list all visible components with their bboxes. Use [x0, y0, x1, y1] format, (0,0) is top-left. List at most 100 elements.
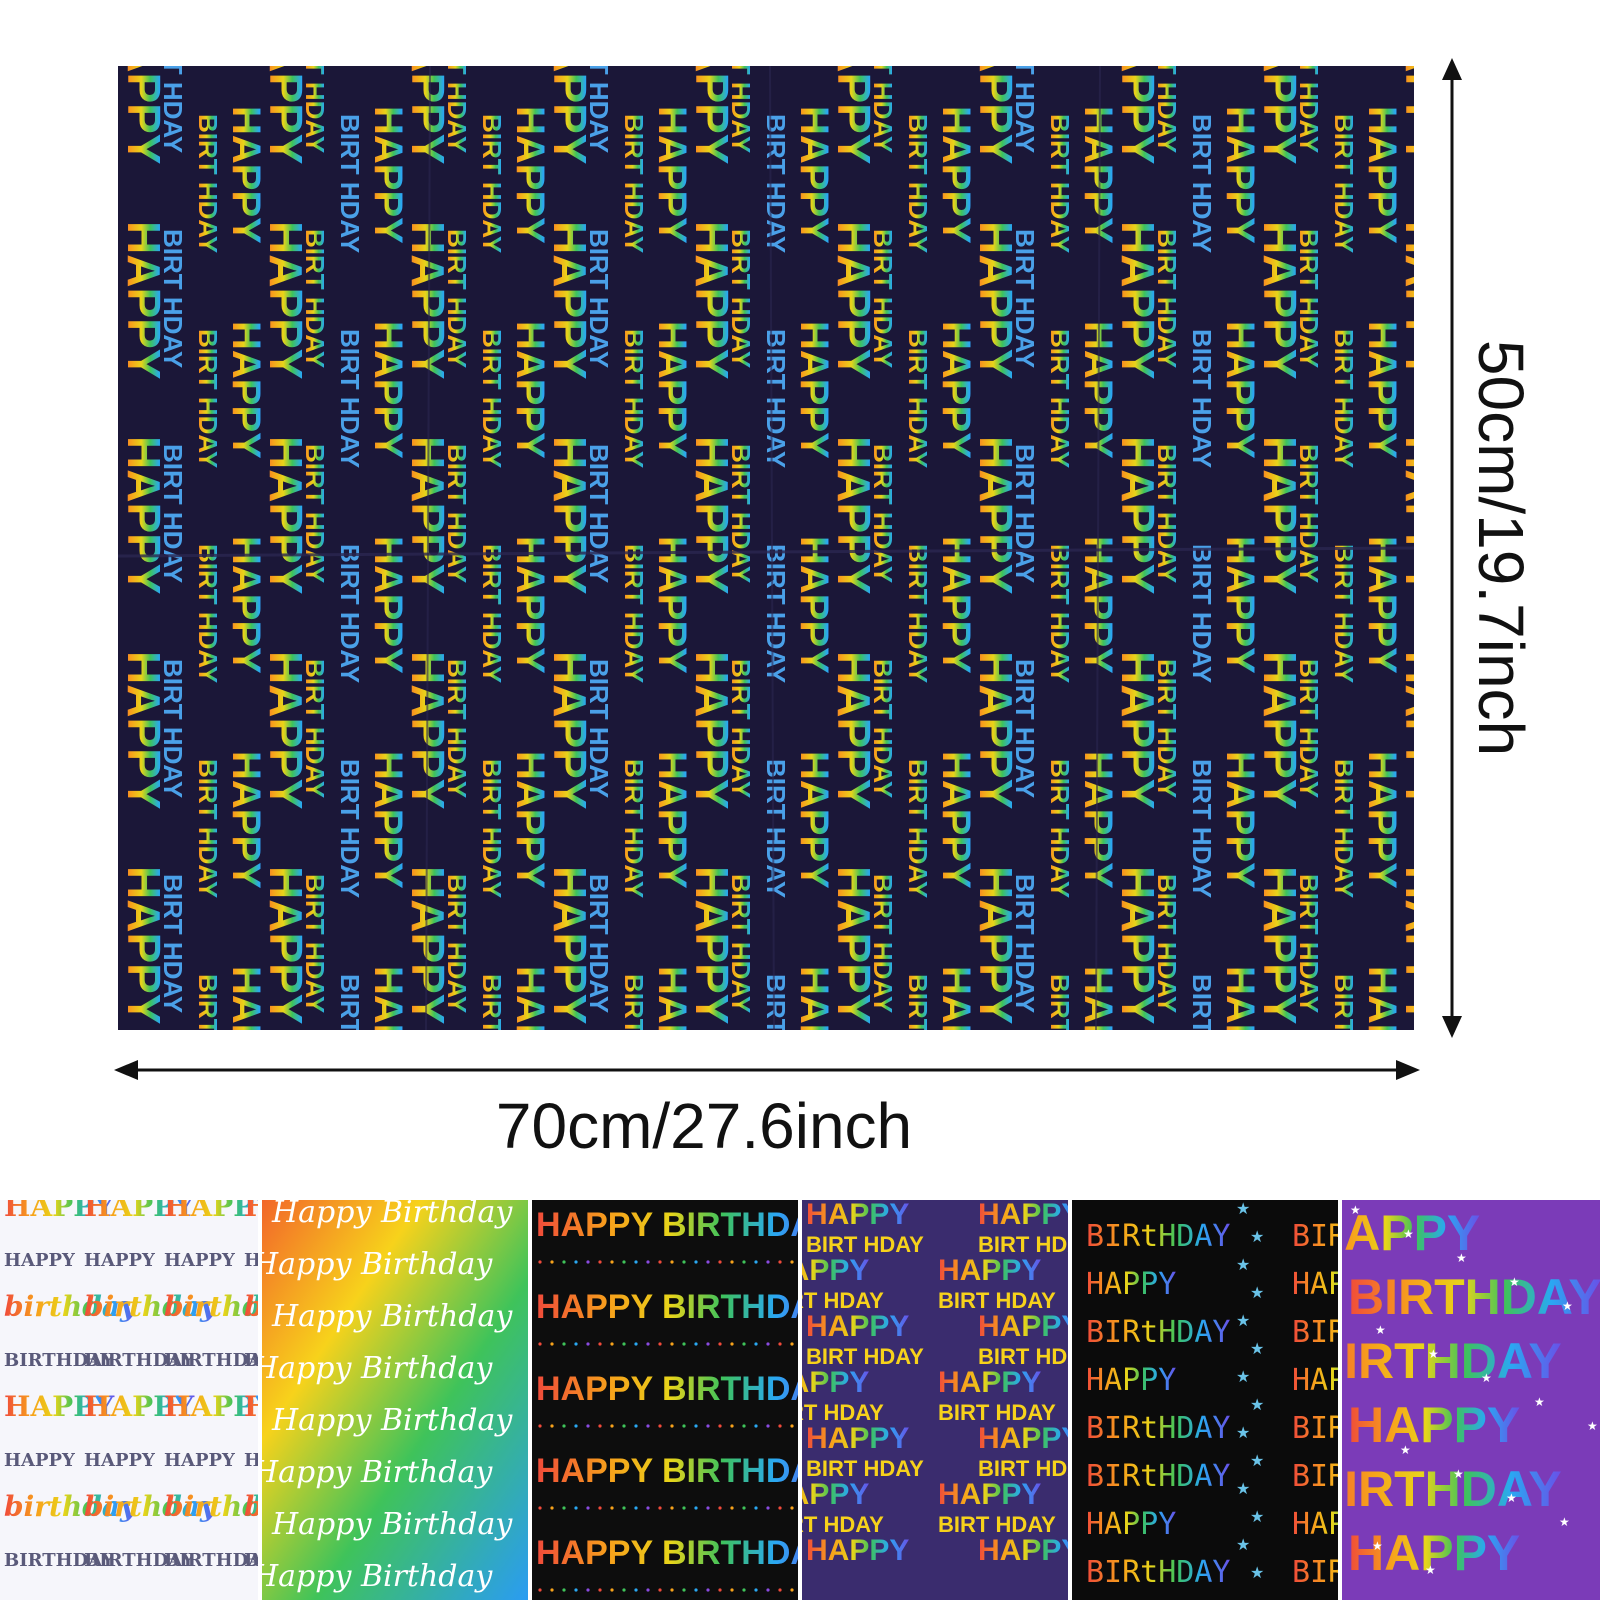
pattern-text: BIRT HDAY — [761, 329, 791, 468]
pattern-text: BIRT HDAY — [1294, 229, 1324, 368]
pattern-text: BIRT HDAY — [766, 1512, 884, 1537]
pattern-text: HAPPY — [224, 106, 268, 244]
pattern-text: BIRT HDAY — [1010, 14, 1040, 153]
pattern-text: HAPPY — [650, 966, 694, 1104]
dot-decoration — [586, 1342, 590, 1346]
pattern-text: HAPPY — [938, 1366, 1041, 1399]
pattern-text: Happy Birthday — [271, 1507, 513, 1542]
pattern-text: BIRtHDAY — [1292, 1219, 1437, 1254]
star-icon: ★ — [1400, 1443, 1411, 1457]
pattern-text: HAPPY — [508, 536, 552, 674]
pattern-text: BIRT HDAY — [1152, 874, 1182, 1013]
pattern-text: HAPPY — [1218, 536, 1262, 674]
pattern-text: HAPPY — [806, 1198, 909, 1231]
dot-decoration — [730, 1260, 734, 1264]
pattern-text: BIRT HDAY — [619, 114, 649, 253]
dot-decoration — [706, 1260, 710, 1264]
dot-decoration — [718, 1260, 722, 1264]
pattern-text: HAPPY — [4, 1190, 115, 1223]
star-icon: ★ — [1372, 1539, 1383, 1553]
pattern-text: HAPPY BIRTHDAY — [536, 1370, 835, 1408]
dot-decoration — [706, 1588, 710, 1592]
dot-decoration — [730, 1424, 734, 1428]
pattern-text: BIRT HDAY — [766, 1288, 884, 1313]
pattern-text: HAPPY — [508, 321, 552, 459]
dot-decoration — [706, 1424, 710, 1428]
pattern-text: Happy Birthday — [271, 1195, 513, 1230]
pattern-text: BIRT HDAY — [477, 329, 507, 468]
pattern-text: HAPPY — [978, 1534, 1081, 1567]
pattern-text: HAPPY — [766, 1366, 869, 1399]
dot-decoration — [742, 1342, 746, 1346]
pattern-text: BIRT HDAY — [903, 329, 933, 468]
pattern-text: HAPPY — [1112, 6, 1164, 164]
star-icon: ★ — [1534, 1395, 1545, 1409]
star-icon: ★ — [1587, 1419, 1598, 1433]
pattern-text: HAPPY — [828, 651, 880, 809]
dot-decoration — [694, 1260, 698, 1264]
pattern-text: BIRT HDAY — [1329, 329, 1359, 468]
pattern-text: HAPPY — [1218, 0, 1262, 29]
dot-decoration — [610, 1260, 614, 1264]
pattern-text: birthday — [244, 1290, 378, 1323]
dot-decoration — [538, 1424, 542, 1428]
dot-decoration — [538, 1260, 542, 1264]
width-label: 70cm/27.6inch — [496, 1090, 912, 1162]
dot-decoration — [598, 1260, 602, 1264]
pattern-text: HAPPY — [4, 1250, 76, 1271]
dot-decoration — [670, 1342, 674, 1346]
pattern-text: HAPPY — [366, 536, 410, 674]
pattern-text: BIRT HDAY — [1329, 544, 1359, 683]
star-icon: ★ — [1562, 1299, 1573, 1313]
star-icon: ★ — [1236, 1201, 1250, 1218]
pattern-text: BIRT HDAY — [619, 544, 649, 683]
pattern-text: HAPPY — [1254, 651, 1306, 809]
pattern-text: BIRtHDAY — [1292, 1411, 1437, 1446]
pattern-text: BIRT HDAY — [335, 974, 365, 1113]
pattern-text: BIRT HDAY — [868, 444, 898, 583]
dot-decoration — [682, 1588, 686, 1592]
pattern-text: HAPPY — [934, 0, 978, 29]
pattern-text: HAPPY BIRTHDAY — [536, 1288, 835, 1326]
pattern-text: HAPPY — [828, 436, 880, 594]
pattern-text: BIRTHDAY — [4, 1550, 115, 1571]
pattern-text: BIRT HDAY — [442, 444, 472, 583]
pattern-text: HAPPY — [118, 6, 170, 164]
pattern-text: BIRT HDAY — [442, 659, 472, 798]
pattern-text: HAPPY — [792, 321, 836, 459]
pattern-text: HAPPY — [970, 221, 1022, 379]
pattern-text: BIRT HDAY — [868, 14, 898, 153]
pattern-text: BIRtHDAY — [1086, 1219, 1231, 1254]
dot-decoration — [682, 1260, 686, 1264]
pattern-text: HAPPY — [686, 651, 738, 809]
pattern-text: BIRT HDAY — [584, 444, 614, 583]
star-icon: ★ — [1428, 1347, 1439, 1361]
dot-decoration — [622, 1424, 626, 1428]
pattern-text: HAPPY — [164, 1390, 275, 1423]
pattern-text: BIRT HDAY — [903, 0, 933, 38]
dot-decoration — [622, 1588, 626, 1592]
pattern-text: BIRT HDAY — [1294, 14, 1324, 153]
pattern-text: BIRtHDAY — [1292, 1555, 1437, 1590]
dot-decoration — [562, 1506, 566, 1510]
dot-decoration — [646, 1424, 650, 1428]
pattern-text: BIRT HDAY — [1187, 114, 1217, 253]
pattern-text: BIRT HDAY — [806, 1344, 924, 1369]
pattern-text: HAPPY — [1254, 221, 1306, 379]
pattern-text: BIRT HDAY — [938, 1400, 1056, 1425]
pattern-text: HAPPY — [828, 866, 880, 1024]
pattern-text: birthday — [4, 1490, 138, 1523]
star-icon: ★ — [1506, 1491, 1517, 1505]
pattern-text: BIRT HDAY — [300, 444, 330, 583]
dot-decoration — [646, 1588, 650, 1592]
pattern-text: HAPPY — [544, 436, 596, 594]
pattern-text: BIRT HDAY — [1187, 0, 1217, 38]
star-icon: ★ — [1375, 1323, 1386, 1337]
pattern-text: BIRT HDAY — [938, 1288, 1056, 1313]
dot-decoration — [778, 1260, 782, 1264]
pattern-text: Happy Birthday — [251, 1351, 493, 1386]
pattern-text: birthday — [84, 1290, 218, 1323]
pattern-text: BIRT HDAY — [761, 0, 791, 38]
pattern-text: BIRT HDAY — [1045, 114, 1075, 253]
pattern-text: HAPPY — [244, 1190, 355, 1223]
